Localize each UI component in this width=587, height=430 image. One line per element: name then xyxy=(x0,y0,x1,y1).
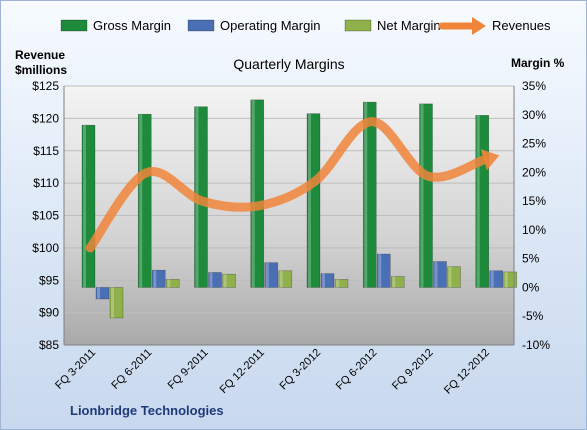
bar-gross-margin xyxy=(362,101,377,288)
bar-operating-margin xyxy=(489,270,504,288)
left-tick-label: $110 xyxy=(33,176,59,190)
legend: Gross Margin Operating Margin Net Margin Re… xyxy=(60,17,551,35)
bar-net-margin xyxy=(334,279,349,288)
bar-gross-margin xyxy=(419,103,433,288)
left-tick-label: $125 xyxy=(32,79,59,93)
right-tick-label: 15% xyxy=(522,194,546,208)
bar-highlight xyxy=(448,266,452,288)
category-tick-label: FQ 12-2011 xyxy=(218,347,267,396)
legend-label: Operating Margin xyxy=(220,18,320,33)
bar-highlight xyxy=(322,273,325,288)
bar-operating-margin xyxy=(151,269,166,288)
bar-net-margin xyxy=(222,273,236,288)
right-tick-label: 30% xyxy=(522,108,546,122)
legend-swatch xyxy=(60,19,88,32)
left-axis-label-line1: Revenue xyxy=(15,48,65,62)
bar-highlight xyxy=(153,270,157,288)
right-axis-label: Margin % xyxy=(511,56,565,70)
bar-operating-margin xyxy=(320,273,335,288)
revenue-line xyxy=(85,117,500,253)
legend-label: Revenues xyxy=(492,18,551,33)
bar-highlight xyxy=(476,115,480,288)
bar-gross-margin xyxy=(137,113,152,288)
right-tick-label: 35% xyxy=(522,79,546,93)
company-label: Lionbridge Technologies xyxy=(70,403,224,418)
revenue-arrowhead xyxy=(480,149,500,171)
left-tick-label: $85 xyxy=(39,338,59,352)
bar-net-margin xyxy=(447,266,461,288)
legend-arrowhead xyxy=(472,17,486,35)
right-tick-label: -10% xyxy=(522,338,550,352)
bar-highlight xyxy=(364,102,368,288)
bar-highlight xyxy=(308,113,311,288)
bar-highlight xyxy=(97,287,100,299)
right-tick-label: 10% xyxy=(522,223,546,237)
right-tick-label: 25% xyxy=(522,137,546,151)
bar-highlight xyxy=(420,103,424,288)
legend-label: Net Margin xyxy=(377,18,441,33)
right-tick-label: -5% xyxy=(522,309,544,323)
bar-highlight xyxy=(434,261,438,288)
chart-title: Quarterly Margins xyxy=(233,56,344,72)
left-axis-label-line2: $millions xyxy=(15,63,67,77)
bar-highlight xyxy=(392,276,396,288)
category-tick-label: FQ 3-2012 xyxy=(278,347,324,393)
left-tick-label: $105 xyxy=(32,209,59,223)
bar-net-margin xyxy=(278,270,293,288)
category-tick-label: FQ 9-2012 xyxy=(390,347,436,393)
bar-highlight xyxy=(139,114,143,288)
bar-highlight xyxy=(223,274,227,288)
left-tick-label: $120 xyxy=(32,111,59,125)
bar-operating-margin xyxy=(95,287,110,300)
bar-highlight xyxy=(111,287,114,318)
axes xyxy=(63,86,515,346)
bar-gross-margin xyxy=(250,99,265,288)
category-tick-label: FQ 3-2011 xyxy=(53,347,98,392)
bar-net-margin xyxy=(109,287,124,319)
bar-operating-margin xyxy=(376,253,391,288)
bar-operating-margin xyxy=(433,261,447,288)
bar-highlight xyxy=(83,125,86,288)
category-tick-label: FQ 12-2012 xyxy=(442,347,492,397)
category-tick-label: FQ 6-2012 xyxy=(334,347,380,393)
left-tick-label: $115 xyxy=(33,144,59,158)
left-tick-label: $95 xyxy=(39,273,59,287)
right-tick-label: 0% xyxy=(522,280,540,294)
bar-highlight xyxy=(167,279,171,288)
bar-highlight xyxy=(504,271,508,288)
right-tick-label: 20% xyxy=(522,165,546,179)
bar-highlight xyxy=(209,272,213,288)
bar-net-margin xyxy=(165,279,180,288)
revenue-line-path xyxy=(85,117,489,253)
legend-swatch xyxy=(187,19,215,32)
bar-highlight xyxy=(336,279,339,288)
bar-highlight xyxy=(378,254,382,288)
bar-operating-margin xyxy=(264,262,279,288)
bar-highlight xyxy=(265,262,269,288)
right-tick-label: 5% xyxy=(522,252,540,266)
legend-swatch xyxy=(344,19,372,32)
bar-gross-margin xyxy=(306,113,321,288)
bar-operating-margin xyxy=(208,272,222,288)
legend-label: Gross Margin xyxy=(93,18,171,33)
category-tick-label: FQ 9-2011 xyxy=(166,347,211,392)
bar-net-margin xyxy=(390,276,405,288)
bar-highlight xyxy=(490,270,494,288)
left-tick-label: $100 xyxy=(32,241,59,255)
bar-highlight xyxy=(279,270,283,288)
left-tick-label: $90 xyxy=(39,306,59,320)
category-tick-label: FQ 6-2011 xyxy=(109,347,154,392)
bar-highlight xyxy=(251,99,255,288)
